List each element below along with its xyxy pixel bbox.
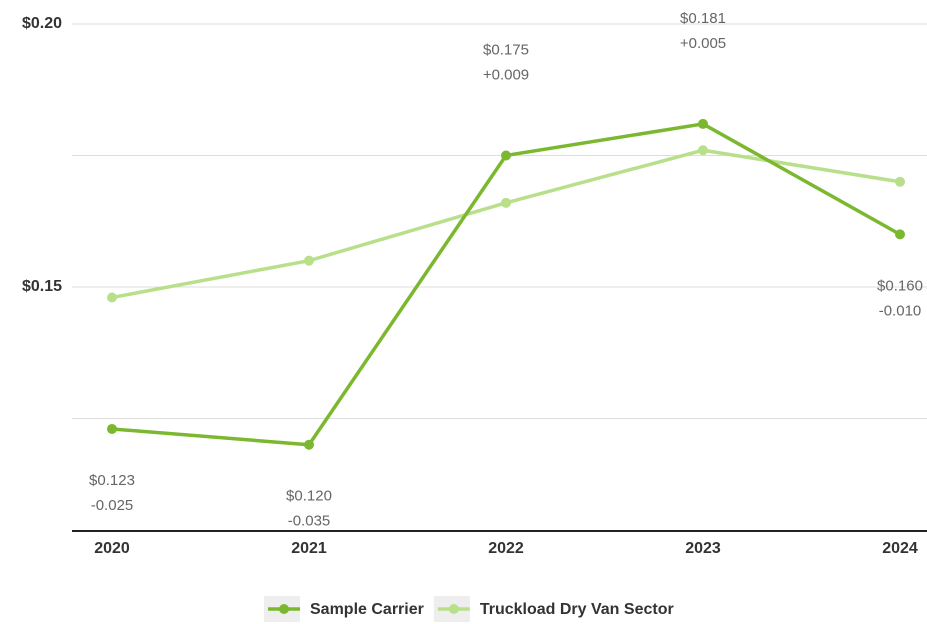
point [304,255,314,266]
point [107,292,117,303]
point [895,176,905,187]
x-tick-label: 2024 [882,540,918,557]
legend-label: Sample Carrier [310,601,424,618]
value-label: $0.160 [877,277,923,294]
legend-item: Sample Carrier [264,596,424,622]
value-label: $0.181 [680,10,726,27]
x-tick-label: 2021 [291,540,327,557]
point [895,229,905,240]
point [501,197,511,208]
difference-label: -0.010 [879,302,922,319]
x-tick-label: 2022 [488,540,524,557]
y-tick-label: $0.20 [22,15,62,32]
point [698,145,708,156]
difference-label: -0.025 [91,497,134,514]
series-line [111,148,901,300]
point [698,118,708,129]
legend-swatch-dot [448,604,459,614]
value-label: $0.123 [89,472,135,489]
point [501,150,511,161]
difference-label: -0.035 [288,513,331,530]
value-label: $0.120 [286,488,332,505]
legend-swatch-dot [279,604,289,614]
legend-label: Truckload Dry Van Sector [480,601,674,618]
point [304,439,314,450]
x-tick-label: 2023 [685,540,721,557]
legend-item: Truckload Dry Van Sector [433,596,674,622]
value-label: $0.175 [483,41,529,58]
difference-label: +0.009 [483,66,529,83]
x-tick-label: 2020 [94,540,130,557]
difference-label: +0.005 [680,35,726,52]
y-tick-label: $0.15 [22,278,62,295]
series-line [111,122,901,447]
point [107,423,117,434]
